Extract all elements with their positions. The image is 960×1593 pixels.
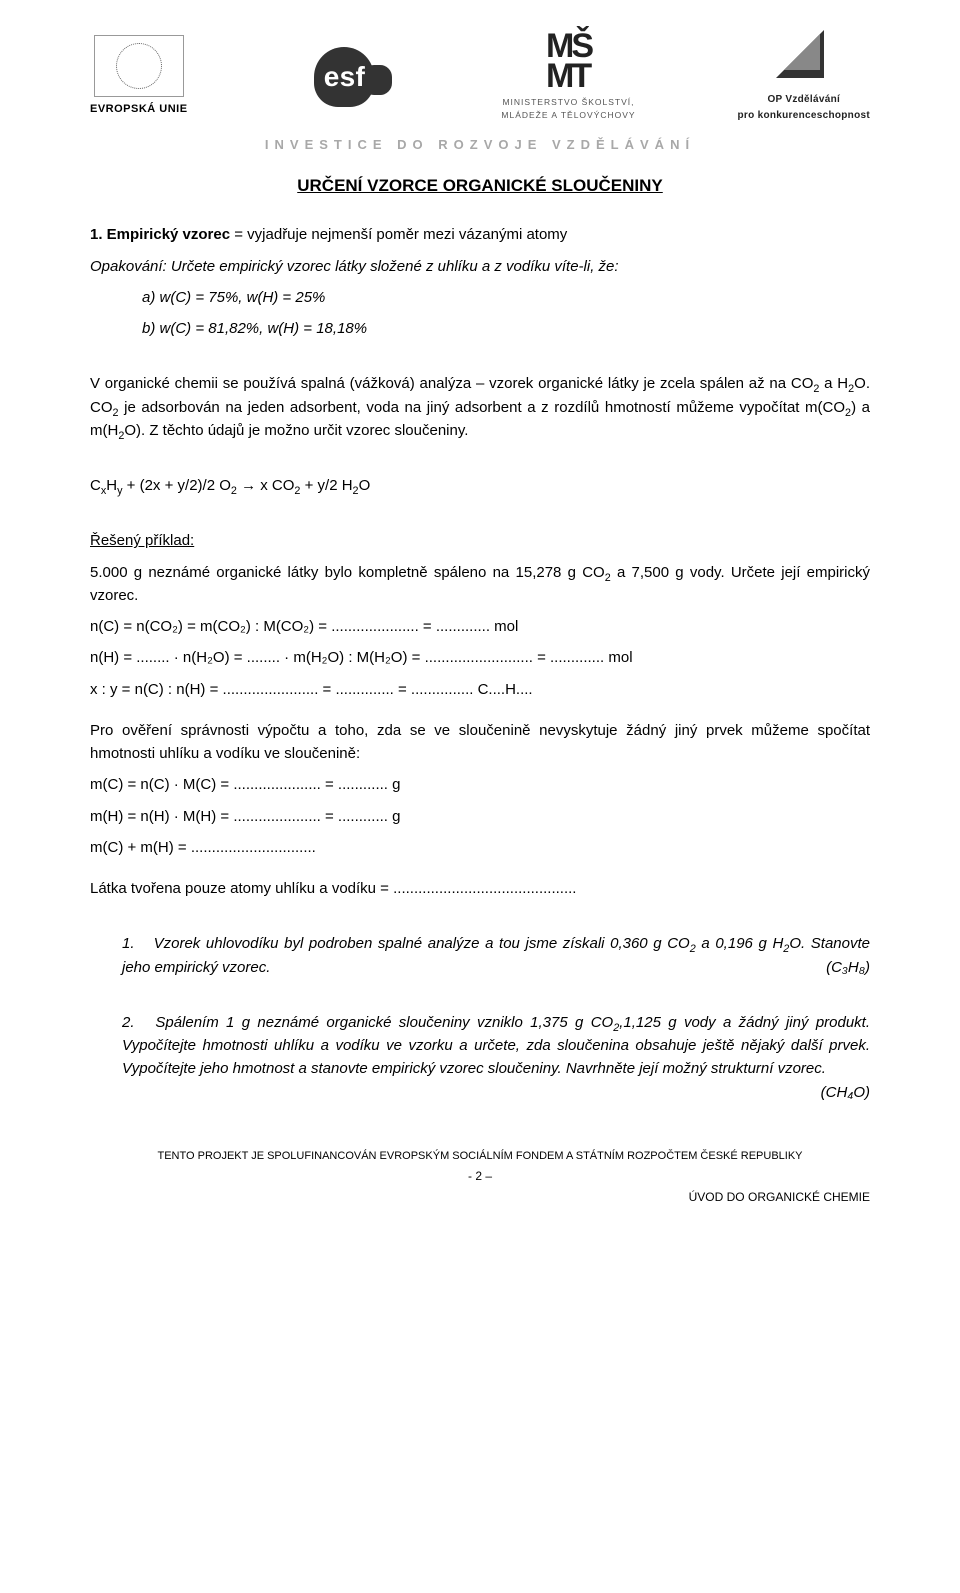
t2a: Spálením 1 g neznámé organické sloučenin… — [155, 1014, 613, 1031]
msmt-sub: MINISTERSTVO ŠKOLSTVÍ, MLÁDEŽE A TĚLOVÝC… — [501, 96, 635, 122]
p2a: V organické chemii se používá spalná (vá… — [90, 375, 813, 392]
op-triangle-icon — [776, 30, 832, 86]
eu-logo: EVROPSKÁ UNIE — [90, 35, 188, 118]
eq-c: + (2x + y/2)/2 O — [123, 477, 231, 494]
eq-f: O — [359, 477, 371, 494]
eq-a: C — [90, 477, 101, 494]
op-sub1: OP Vzdělávání — [767, 94, 840, 105]
option-b: b) w(C) = 81,82%, w(H) = 18,18% — [90, 317, 870, 340]
task-1: 1. Vzorek uhlovodíku byl podroben spalné… — [122, 932, 870, 979]
op-sub: OP Vzdělávání pro konkurenceschopnost — [738, 92, 870, 123]
investment-banner: INVESTICE DO ROZVOJE VZDĚLÁVÁNÍ — [90, 135, 870, 155]
eq-b: H — [106, 477, 117, 494]
analysis-paragraph: V organické chemii se používá spalná (vá… — [90, 372, 870, 442]
calc-xy: x : y = n(C) : n(H) = ..................… — [90, 678, 870, 701]
conclusion-line: Látka tvořena pouze atomy uhlíku a vodík… — [90, 877, 870, 900]
p2f: O). Z těchto údajů je možno určit vzorec… — [124, 422, 468, 439]
calc-mh: m(H) = n(H) · M(H) = ...................… — [90, 805, 870, 828]
document-body: 1. Empirický vzorec = vyjadřuje nejmenší… — [90, 223, 870, 1104]
task-1-answer: (C₃H₈) — [826, 956, 870, 979]
eq-d: → x CO — [237, 477, 295, 494]
t1a: Vzorek uhlovodíku byl podroben spalné an… — [154, 935, 690, 952]
footer: TENTO PROJEKT JE SPOLUFINANCOVÁN EVROPSK… — [90, 1148, 870, 1206]
esf-logo: esf — [289, 36, 399, 118]
eu-logo-label: EVROPSKÁ UNIE — [90, 101, 188, 118]
verification-text: Pro ověření správnosti výpočtu a toho, z… — [90, 719, 870, 766]
footer-course-title: ÚVOD DO ORGANICKÉ CHEMIE — [90, 1188, 870, 1207]
eu-flag-icon — [94, 35, 184, 97]
solved-example-text: 5.000 g neznámé organické látky bylo kom… — [90, 561, 870, 608]
msmt-sub1: MINISTERSTVO ŠKOLSTVÍ, — [502, 97, 634, 107]
lead-bold: 1. Empirický vzorec — [90, 226, 230, 243]
op-logo: OP Vzdělávání pro konkurenceschopnost — [738, 30, 870, 123]
page-title: URČENÍ VZORCE ORGANICKÉ SLOUČENINY — [90, 173, 870, 199]
p2b: a H — [819, 375, 848, 392]
calc-mc: m(C) = n(C) · M(C) = ...................… — [90, 773, 870, 796]
esf-logo-text: esf — [324, 55, 365, 98]
task-2-answer: (CH₄O) — [821, 1081, 870, 1104]
eq-e: + y/2 H — [300, 477, 352, 494]
empirical-formula-heading: 1. Empirický vzorec = vyjadřuje nejmenší… — [90, 223, 870, 246]
footer-funding-line: TENTO PROJEKT JE SPOLUFINANCOVÁN EVROPSK… — [90, 1148, 870, 1165]
lead-rest: = vyjadřuje nejmenší poměr mezi vázanými… — [230, 226, 567, 243]
sp1a: 5.000 g neznámé organické látky bylo kom… — [90, 564, 605, 581]
msmt-logo: MŠ MT MINISTERSTVO ŠKOLSTVÍ, MLÁDEŽE A T… — [501, 31, 635, 123]
combustion-equation: CxHy + (2x + y/2)/2 O2 → x CO2 + y/2 H2O — [90, 474, 870, 497]
task-2: 2. Spálením 1 g neznámé organické slouče… — [122, 1011, 870, 1081]
msmt-sub2: MLÁDEŽE A TĚLOVÝCHOVY — [501, 110, 635, 120]
t1b: a 0,196 g H — [696, 935, 784, 952]
op-sub2: pro konkurenceschopnost — [738, 110, 870, 121]
header-logo-row: EVROPSKÁ UNIE esf MŠ MT MINISTERSTVO ŠKO… — [90, 30, 870, 123]
solved-example-heading: Řešený příklad: — [90, 529, 870, 552]
repetition-prompt: Opakování: Určete empirický vzorec látky… — [90, 255, 870, 278]
calc-nc: n(C) = n(CO₂) = m(CO₂) : M(CO₂) = ......… — [90, 615, 870, 638]
option-a: a) w(C) = 75%, w(H) = 25% — [90, 286, 870, 309]
footer-page-number: - 2 – — [90, 1167, 870, 1186]
calc-sum: m(C) + m(H) = ..........................… — [90, 836, 870, 859]
calc-nh: n(H) = ........ · n(H₂O) = ........ · m(… — [90, 646, 870, 669]
msmt-line2: MT — [546, 57, 589, 95]
p2d: je adsorbován na jeden adsorbent, voda n… — [119, 399, 846, 416]
msmt-logo-top: MŠ MT — [546, 31, 591, 92]
